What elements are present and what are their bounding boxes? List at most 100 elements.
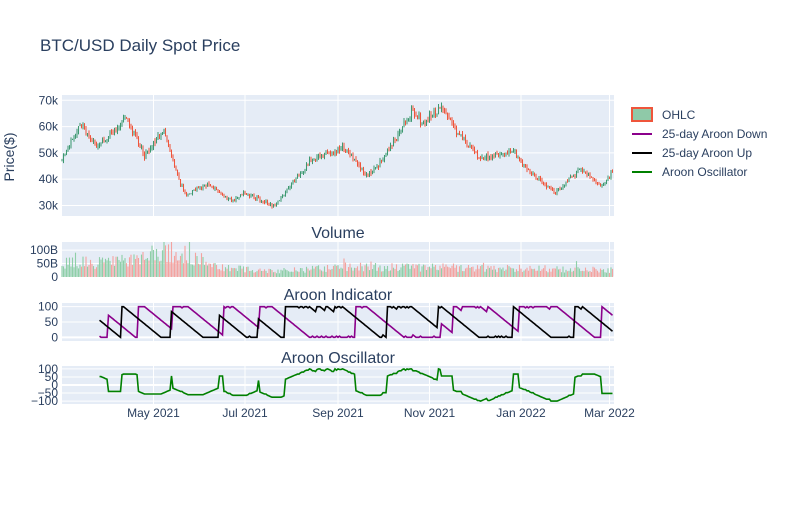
candle-body [133,131,135,133]
candle-body [317,155,320,158]
legend[interactable]: OHLC 25-day Aroon Down 25-day Aroon Up A… [631,107,767,179]
plot-area[interactable]: 30k40k50k60k70k050B100B050100−100−500501… [30,93,635,420]
volume-bar [388,271,390,277]
volume-bar [503,270,506,277]
candle-body [518,157,521,160]
candle-body [163,129,165,133]
legend-item-aroon-up[interactable]: 25-day Aroon Up [632,146,752,160]
volume-bar [610,267,612,277]
candle-body [196,187,198,191]
candle-body [386,149,389,154]
volume-bar [152,249,155,277]
candle [422,120,425,125]
candle [439,106,441,109]
volume-bar [299,268,302,277]
candle [205,184,207,189]
candle-body [421,124,423,125]
volume-bar [479,266,482,277]
volume-bar [160,260,162,277]
candle-body [307,164,309,166]
candle [403,118,405,128]
candle-body [446,113,449,117]
candle [227,197,230,202]
candle-body [388,149,390,151]
volume-bar [193,265,195,277]
candle [133,130,135,136]
volume-bar [269,269,272,277]
y-tick-label: 100B [30,243,58,257]
candle-body [292,180,294,183]
volume-bar [391,263,393,277]
candle-body [475,152,477,154]
candle-body [581,167,584,173]
volume-bar [598,272,600,277]
volume-bar [368,270,371,277]
candle [415,111,417,117]
candle [388,146,390,152]
volume-bar [92,266,95,277]
volume-bar [526,267,528,277]
volume-bar [499,267,501,277]
candle-body [101,139,104,143]
candle [74,133,77,139]
y-tick-label: −100 [31,394,58,408]
candle-body [152,141,155,149]
candle-body [205,185,207,187]
candle [488,155,491,161]
volume-bar [371,269,374,277]
volume-bar [259,268,261,277]
volume-bar [385,268,387,277]
candle-body [566,181,569,183]
legend-item-aroon-oscillator[interactable]: Aroon Oscillator [632,165,747,179]
volume-bar [119,261,122,277]
volume-bar [335,265,338,277]
candle-body [140,146,143,148]
candle-body [428,114,431,122]
volume-bar [284,269,287,277]
candle [596,182,599,186]
candle [143,151,146,161]
candle [226,195,228,201]
candle-body [118,127,120,129]
candle-body [455,128,458,134]
candle [416,115,419,120]
candle-body [538,178,540,180]
volume-bar [97,264,99,277]
volume-bar [452,263,455,277]
candle-body [497,154,500,156]
candle [313,158,315,161]
candle-body [139,143,141,148]
candle-body [148,150,150,152]
candle-body [188,193,191,195]
candle [68,145,71,150]
volume-bar [149,251,152,277]
candle [112,129,114,135]
candle [446,112,449,121]
volume-bar [277,269,279,277]
candle-body [415,115,417,117]
volume-bar [460,265,462,277]
volume-bar [430,268,432,277]
candle-body [517,157,519,159]
candle [385,152,387,157]
candle-body [575,171,578,178]
volume-bar [350,267,353,277]
volume-bar [437,270,440,277]
volume-bar [95,267,98,277]
volume-bar [131,264,134,277]
volume-bar [137,257,140,277]
candle [470,144,473,150]
legend-item-ohlc[interactable]: OHLC [631,107,696,122]
legend-item-aroon-down[interactable]: 25-day Aroon Down [632,127,767,141]
candle [445,108,447,115]
candle [370,169,372,177]
candle-body [481,157,483,159]
candle [394,137,396,144]
volume-bar [577,267,579,277]
candle [197,186,200,189]
candle [575,170,578,178]
volume-bar [178,260,180,277]
candle-body [257,196,260,199]
volume-bar [316,266,318,277]
candle-body [176,169,179,175]
